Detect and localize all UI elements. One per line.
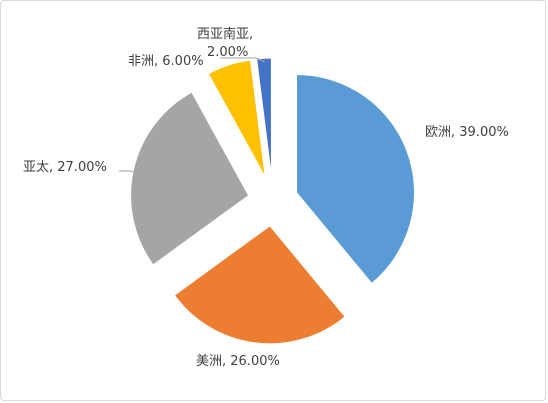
data-label-africa: 非洲, 6.00% [128,54,204,69]
data-label-asia-pacific: 亚太, 27.00% [23,160,107,175]
pie-slice-europe [296,74,415,285]
leader-line-west-south-asia [220,57,266,63]
data-label-americas: 美洲, 26.00% [196,354,280,369]
data-label-west-south-asia: 西亚南亚, [197,26,253,42]
pie-slice-africa [207,59,266,178]
pie-slice-asia-pacific [130,91,250,266]
data-label-europe: 欧洲, 39.00% [425,125,509,140]
data-labels: 欧洲, 39.00% 美洲, 26.00% 亚太, 27.00% 非洲, 6.0… [23,26,509,369]
pie-slice-west-south-asia [256,57,272,177]
data-label-west-south-asia-line2: 2.00% [207,45,248,60]
leader-line-asia-pacific [119,170,139,175]
pie-slices [130,57,415,345]
pie-slice-americas [173,225,346,345]
leader-lines [119,57,266,175]
